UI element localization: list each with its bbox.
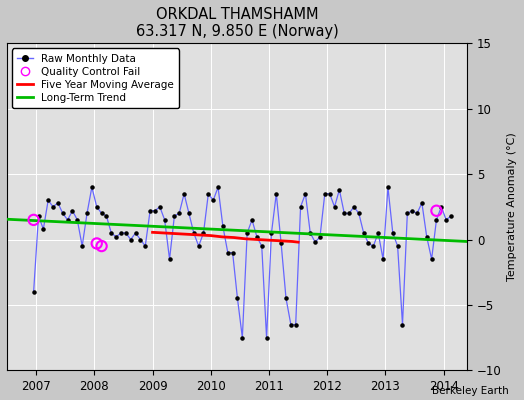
Point	[398, 321, 407, 328]
Point	[204, 190, 213, 197]
Point	[394, 243, 402, 249]
Point	[166, 256, 174, 262]
Point	[379, 256, 387, 262]
Point	[291, 321, 300, 328]
Point	[194, 243, 203, 249]
Point	[437, 204, 445, 210]
Point	[263, 334, 271, 341]
Point	[369, 243, 378, 249]
Point	[132, 230, 140, 236]
Point	[442, 217, 450, 223]
Point	[180, 190, 188, 197]
Point	[432, 217, 441, 223]
Point	[335, 187, 344, 193]
Point	[93, 204, 101, 210]
Point	[321, 190, 329, 197]
Point	[107, 230, 115, 236]
Point	[214, 184, 222, 190]
Point	[93, 240, 101, 247]
Point	[68, 208, 77, 214]
Point	[253, 234, 261, 240]
Point	[175, 210, 183, 216]
Y-axis label: Temperature Anomaly (°C): Temperature Anomaly (°C)	[507, 132, 517, 281]
Point	[112, 234, 121, 240]
Point	[233, 295, 242, 302]
Point	[102, 213, 111, 219]
Point	[364, 240, 373, 247]
Point	[97, 243, 106, 249]
Point	[403, 210, 411, 216]
Point	[151, 208, 159, 214]
Point	[122, 230, 130, 236]
Point	[146, 208, 154, 214]
Point	[44, 197, 52, 204]
Point	[447, 213, 455, 219]
Point	[190, 230, 198, 236]
Title: ORKDAL THAMSHAMM
63.317 N, 9.850 E (Norway): ORKDAL THAMSHAMM 63.317 N, 9.850 E (Norw…	[136, 7, 339, 39]
Point	[39, 226, 48, 232]
Point	[418, 200, 426, 206]
Point	[413, 210, 421, 216]
Point	[78, 243, 86, 249]
Point	[126, 236, 135, 243]
Point	[384, 184, 392, 190]
Point	[428, 256, 436, 262]
Point	[422, 234, 431, 240]
Point	[136, 236, 145, 243]
Point	[301, 190, 310, 197]
Point	[287, 321, 295, 328]
Point	[141, 243, 149, 249]
Point	[185, 210, 193, 216]
Point	[97, 210, 106, 216]
Point	[170, 213, 179, 219]
Point	[228, 249, 237, 256]
Point	[248, 217, 256, 223]
Point	[311, 239, 319, 245]
Point	[355, 210, 363, 216]
Point	[389, 230, 397, 236]
Point	[432, 208, 441, 214]
Point	[224, 249, 232, 256]
Point	[374, 230, 383, 236]
Point	[267, 230, 276, 236]
Point	[199, 230, 208, 236]
Point	[297, 204, 305, 210]
Point	[209, 197, 217, 204]
Point	[330, 204, 339, 210]
Point	[316, 234, 324, 240]
Point	[306, 230, 314, 236]
Point	[325, 190, 334, 197]
Point	[73, 217, 82, 223]
Point	[49, 204, 57, 210]
Point	[29, 289, 38, 295]
Point	[88, 184, 96, 190]
Point	[219, 223, 227, 230]
Point	[117, 230, 125, 236]
Point	[29, 217, 38, 223]
Point	[257, 243, 266, 249]
Point	[282, 295, 290, 302]
Point	[359, 230, 368, 236]
Point	[63, 217, 72, 223]
Point	[243, 230, 252, 236]
Point	[156, 204, 164, 210]
Point	[350, 204, 358, 210]
Point	[34, 213, 42, 219]
Legend: Raw Monthly Data, Quality Control Fail, Five Year Moving Average, Long-Term Tren: Raw Monthly Data, Quality Control Fail, …	[12, 48, 179, 108]
Point	[272, 190, 280, 197]
Point	[238, 334, 246, 341]
Point	[83, 210, 91, 216]
Point	[345, 210, 353, 216]
Point	[340, 210, 348, 216]
Point	[160, 217, 169, 223]
Point	[59, 210, 67, 216]
Point	[277, 240, 286, 247]
Point	[408, 208, 417, 214]
Point	[54, 200, 62, 206]
Text: Berkeley Earth: Berkeley Earth	[432, 386, 508, 396]
